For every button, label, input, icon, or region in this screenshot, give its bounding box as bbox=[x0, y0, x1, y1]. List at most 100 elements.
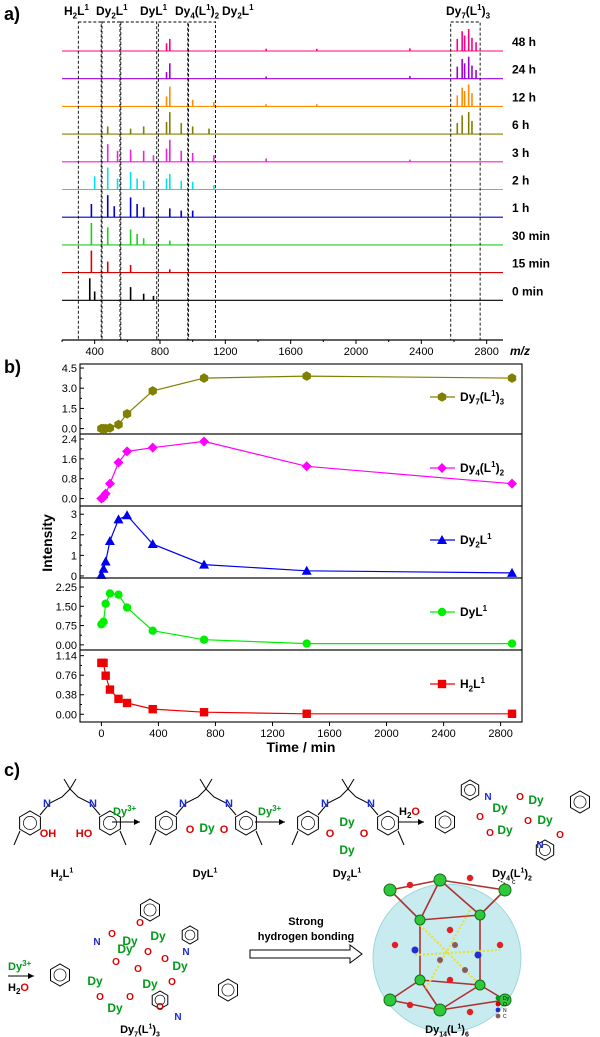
mass-region-box bbox=[77, 21, 102, 341]
reagent-water-o: O bbox=[20, 982, 29, 994]
atom-n: N bbox=[321, 798, 329, 810]
atom-o: O bbox=[126, 992, 134, 1003]
y-tick-label: 4.5 bbox=[62, 363, 77, 375]
atom-o: O bbox=[486, 828, 494, 839]
data-point bbox=[199, 373, 209, 383]
label-main: Dy bbox=[120, 1024, 135, 1036]
x-tick-label: 800 bbox=[151, 346, 169, 358]
reagent-water: H2O bbox=[8, 982, 29, 996]
atom-o: O bbox=[134, 964, 142, 975]
legend-atom-dot bbox=[495, 1007, 501, 1013]
benzene-ring bbox=[235, 810, 257, 836]
x-tick-label: 400 bbox=[149, 728, 167, 740]
label-sub2: 3 bbox=[156, 1031, 160, 1037]
benzene-ring bbox=[297, 810, 319, 836]
atom-n: N bbox=[179, 798, 187, 810]
data-point bbox=[104, 535, 115, 545]
y-tick-label: 1.6 bbox=[62, 454, 77, 466]
label-main: Dy bbox=[460, 390, 476, 404]
y-axis-label: Intensity bbox=[39, 514, 55, 572]
atom-o: O bbox=[524, 816, 532, 827]
subplot-frame bbox=[79, 433, 523, 507]
label-sub: 14 bbox=[439, 1031, 447, 1037]
data-point bbox=[114, 694, 123, 704]
label-tail: ) bbox=[461, 1024, 465, 1036]
data-point bbox=[437, 607, 447, 617]
crystal-bond bbox=[389, 879, 441, 891]
atom-dy: Dy bbox=[528, 793, 544, 807]
compound-label: DyL1 bbox=[193, 868, 218, 880]
data-point bbox=[507, 709, 517, 718]
label-main: Dy bbox=[96, 4, 112, 18]
label-main: DyL bbox=[193, 868, 214, 880]
label-main: Dy bbox=[425, 1024, 440, 1036]
region-label: Dy2L1 bbox=[96, 3, 128, 20]
ms-spectra-panel: 48 h 24 h 12 h 6 h 3 h 2 h 1 h 30 min 15 min 0 mi… bbox=[61, 3, 550, 358]
data-point bbox=[199, 708, 209, 717]
label-sup: 1 bbox=[483, 604, 488, 613]
reagent-dy3: Dy3+ bbox=[258, 804, 282, 818]
x-tick-label: 0 bbox=[98, 728, 104, 740]
atom-n: N bbox=[484, 792, 491, 803]
label-sub: 4 bbox=[506, 875, 510, 882]
panel-label-a: a) bbox=[4, 4, 20, 24]
data-point bbox=[100, 556, 111, 566]
data-point bbox=[148, 626, 157, 635]
label-mid: L bbox=[116, 4, 123, 18]
atom-n: N bbox=[225, 798, 233, 810]
y-tick-label: 0.76 bbox=[56, 670, 77, 682]
hollow-arrow bbox=[249, 944, 363, 964]
crystal-bond bbox=[389, 999, 441, 1011]
atom-o: O bbox=[476, 812, 484, 823]
label-sup: 1 bbox=[148, 1024, 152, 1031]
series-time-label: 1 h bbox=[512, 201, 529, 215]
y-tick-label: 2.4 bbox=[62, 434, 77, 446]
crystal-bond bbox=[439, 999, 506, 1011]
atom-dy: Dy bbox=[172, 959, 188, 973]
label-main: DyL bbox=[460, 605, 483, 619]
data-point bbox=[148, 386, 157, 396]
label-mid: (L bbox=[138, 1024, 149, 1036]
x-axis-label: Time / min bbox=[267, 739, 336, 755]
methyl-bond bbox=[205, 778, 213, 790]
reagent-dy3: Dy3+ bbox=[8, 959, 32, 973]
dy-atom bbox=[414, 974, 426, 986]
n-atom bbox=[474, 951, 482, 959]
data-point bbox=[122, 698, 132, 708]
panel-label-b: b) bbox=[4, 357, 21, 377]
c-atom bbox=[452, 942, 458, 948]
mass-region-box bbox=[450, 21, 481, 341]
label-sup: 1 bbox=[491, 389, 496, 398]
c-atom bbox=[462, 967, 468, 973]
data-point bbox=[147, 442, 158, 453]
y-tick-label: 0.00 bbox=[56, 640, 77, 652]
hbond-label-1: Strong bbox=[288, 916, 323, 928]
label-sup: 1 bbox=[84, 3, 89, 12]
label-sup: 1 bbox=[249, 3, 254, 12]
label-mid: L bbox=[351, 868, 358, 880]
label-main: Dy bbox=[333, 868, 348, 880]
kinetics-panel: 0.01.53.04.5Dy7(L1)30.00.81.62.4Dy4(L1)2… bbox=[39, 363, 523, 755]
atom-dy: Dy bbox=[150, 929, 166, 943]
dyl1-structure: N N Dy O O bbox=[149, 778, 263, 846]
legend-label: Dy4(L1)2 bbox=[460, 460, 505, 477]
data-point bbox=[104, 478, 115, 489]
data-point bbox=[113, 457, 124, 468]
arrow-head bbox=[134, 819, 140, 825]
hydrogen-bond-sphere bbox=[372, 883, 522, 1033]
legend-atom-label: C bbox=[503, 1014, 507, 1020]
data-point bbox=[437, 392, 447, 402]
series-time-label: 48 h bbox=[512, 35, 536, 49]
data-point bbox=[302, 709, 311, 718]
benzene-inner bbox=[381, 816, 395, 830]
atom-o: O bbox=[161, 954, 169, 965]
atom-dy: Dy bbox=[537, 813, 553, 827]
data-point bbox=[507, 373, 517, 383]
data-point bbox=[199, 635, 209, 644]
o-atom bbox=[406, 1001, 414, 1009]
atom-dy: Dy bbox=[87, 974, 103, 988]
data-point bbox=[105, 685, 115, 694]
